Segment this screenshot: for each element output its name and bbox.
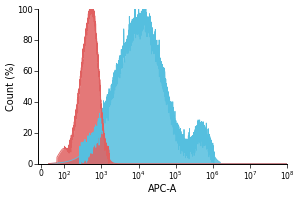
X-axis label: APC-A: APC-A — [148, 184, 177, 194]
Y-axis label: Count (%): Count (%) — [6, 62, 16, 111]
